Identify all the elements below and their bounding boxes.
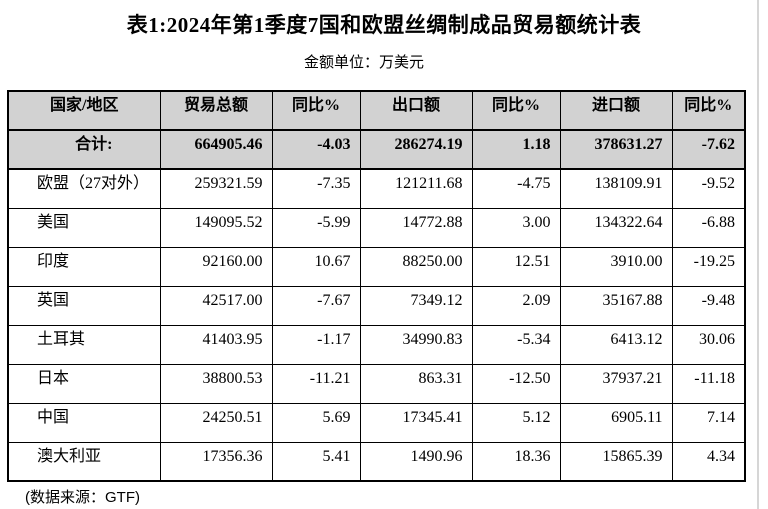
table-row: 中国 24250.51 5.69 17345.41 5.12 6905.11 7.14: [7, 402, 746, 443]
total-export-value: 286274.19: [359, 129, 473, 170]
header-export: 出口额: [359, 90, 473, 131]
value-cell: 5.12: [471, 402, 561, 443]
value-cell: -9.52: [671, 168, 746, 209]
country-cell: 日本: [7, 363, 161, 404]
total-import-value: 378631.27: [559, 129, 673, 170]
value-cell: -11.21: [271, 363, 361, 404]
country-cell: 英国: [7, 285, 161, 326]
value-cell: -12.50: [471, 363, 561, 404]
total-row: 合计: 664905.46 -4.03 286274.19 1.18 37863…: [7, 129, 746, 170]
value-cell: 4.34: [671, 441, 746, 482]
value-cell: 35167.88: [559, 285, 673, 326]
value-cell: 24250.51: [159, 402, 273, 443]
table-row: 日本 38800.53 -11.21 863.31 -12.50 37937.21 -11.…: [7, 363, 746, 404]
value-cell: -1.17: [271, 324, 361, 365]
value-cell: 38800.53: [159, 363, 273, 404]
value-cell: -7.67: [271, 285, 361, 326]
value-cell: -4.75: [471, 168, 561, 209]
total-yoy-export: 1.18: [471, 129, 561, 170]
header-total-trade: 贸易总额: [159, 90, 273, 131]
table-row: 土耳其 41403.95 -1.17 34990.83 -5.34 6413.12 30.0…: [7, 324, 746, 365]
value-cell: 17356.36: [159, 441, 273, 482]
country-cell: 土耳其: [7, 324, 161, 365]
page-edge-line: [757, 0, 759, 509]
value-cell: -7.35: [271, 168, 361, 209]
total-label: 合计:: [7, 129, 161, 170]
table-row: 印度 92160.00 10.67 88250.00 12.51 3910.00 -19.2…: [7, 246, 746, 287]
value-cell: 42517.00: [159, 285, 273, 326]
value-cell: 863.31: [359, 363, 473, 404]
value-cell: 12.51: [471, 246, 561, 287]
value-cell: -9.48: [671, 285, 746, 326]
table-row: 美国 149095.52 -5.99 14772.88 3.00 134322.64 -6.…: [7, 207, 746, 248]
value-cell: 1490.96: [359, 441, 473, 482]
value-cell: 88250.00: [359, 246, 473, 287]
country-cell: 美国: [7, 207, 161, 248]
total-yoy-import: -7.62: [671, 129, 746, 170]
value-cell: -19.25: [671, 246, 746, 287]
value-cell: 149095.52: [159, 207, 273, 248]
value-cell: 5.41: [271, 441, 361, 482]
country-cell: 澳大利亚: [7, 441, 161, 482]
value-cell: 7349.12: [359, 285, 473, 326]
value-cell: 14772.88: [359, 207, 473, 248]
value-cell: 3.00: [471, 207, 561, 248]
value-cell: 15865.39: [559, 441, 673, 482]
header-country: 国家/地区: [7, 90, 161, 131]
value-cell: 134322.64: [559, 207, 673, 248]
country-cell: 印度: [7, 246, 161, 287]
value-cell: 30.06: [671, 324, 746, 365]
value-cell: 6905.11: [559, 402, 673, 443]
value-cell: 3910.00: [559, 246, 673, 287]
value-cell: -5.99: [271, 207, 361, 248]
trade-stats-table: 国家/地区 贸易总额 同比% 出口额 同比% 进口额 同比% 合计: 66490…: [7, 90, 746, 482]
table-row: 澳大利亚 17356.36 5.41 1490.96 18.36 15865.39 4.34: [7, 441, 746, 482]
value-cell: 41403.95: [159, 324, 273, 365]
header-yoy-import: 同比%: [671, 90, 746, 131]
value-cell: -5.34: [471, 324, 561, 365]
value-cell: 18.36: [471, 441, 561, 482]
header-import: 进口额: [559, 90, 673, 131]
header-yoy-total: 同比%: [271, 90, 361, 131]
table-row: 欧盟（27对外） 259321.59 -7.35 121211.68 -4.75 1381…: [7, 168, 746, 209]
page-title: 表1:2024年第1季度7国和欧盟丝绸制成品贸易额统计表: [126, 13, 642, 37]
value-cell: 37937.21: [559, 363, 673, 404]
value-cell: 2.09: [471, 285, 561, 326]
header-yoy-export: 同比%: [471, 90, 561, 131]
value-cell: 17345.41: [359, 402, 473, 443]
unit-note: 金额单位：万美元: [303, 54, 424, 71]
value-cell: 92160.00: [159, 246, 273, 287]
value-cell: 259321.59: [159, 168, 273, 209]
value-cell: -11.18: [671, 363, 746, 404]
header-row: 国家/地区 贸易总额 同比% 出口额 同比% 进口额 同比%: [7, 90, 746, 131]
total-trade-value: 664905.46: [159, 129, 273, 170]
data-source-note: (数据来源：GTF): [25, 489, 140, 506]
total-yoy-total: -4.03: [271, 129, 361, 170]
value-cell: -6.88: [671, 207, 746, 248]
value-cell: 5.69: [271, 402, 361, 443]
country-cell: 欧盟（27对外）: [7, 168, 161, 209]
value-cell: 7.14: [671, 402, 746, 443]
table-row: 英国 42517.00 -7.67 7349.12 2.09 35167.88 -9.48: [7, 285, 746, 326]
value-cell: 6413.12: [559, 324, 673, 365]
value-cell: 34990.83: [359, 324, 473, 365]
value-cell: 121211.68: [359, 168, 473, 209]
value-cell: 138109.91: [559, 168, 673, 209]
value-cell: 10.67: [271, 246, 361, 287]
country-cell: 中国: [7, 402, 161, 443]
